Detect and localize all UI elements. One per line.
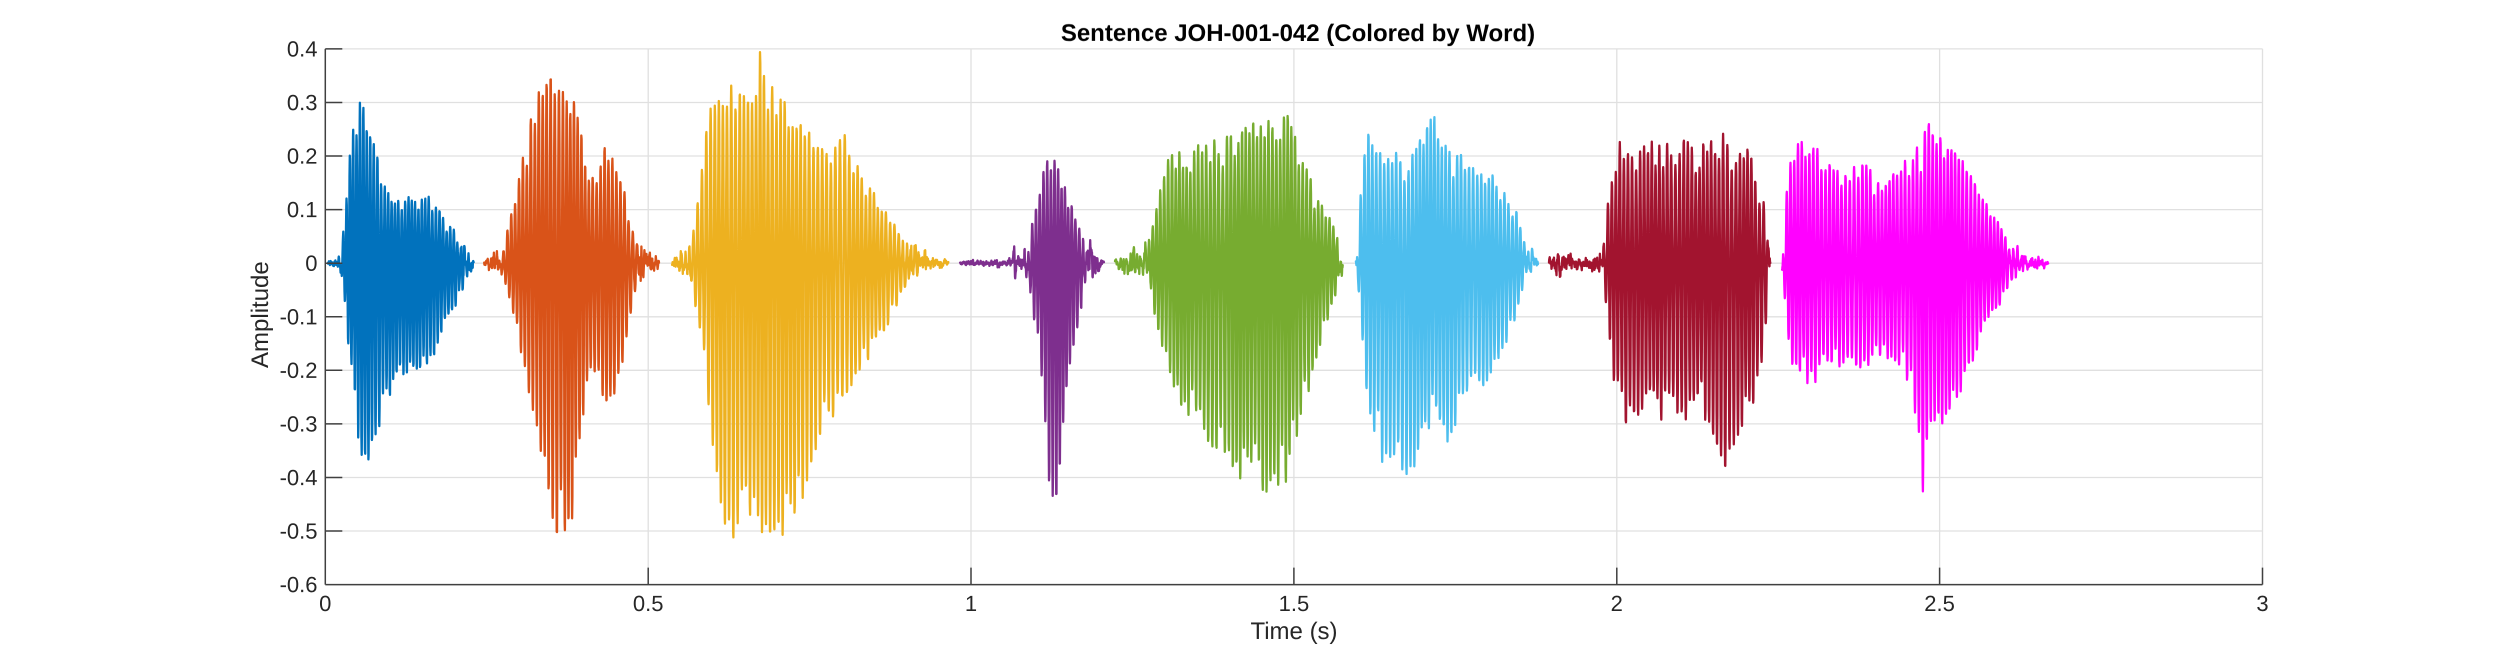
svg-text:Time (s): Time (s) (1250, 618, 1337, 645)
svg-text:0.1: 0.1 (287, 197, 318, 222)
svg-text:3: 3 (2256, 591, 2268, 616)
svg-text:-0.3: -0.3 (280, 411, 318, 436)
svg-text:0: 0 (319, 591, 331, 616)
svg-text:Amplitude: Amplitude (247, 261, 274, 368)
svg-text:-0.6: -0.6 (280, 572, 318, 597)
svg-text:0.2: 0.2 (287, 144, 318, 169)
svg-text:Sentence JOH-001-042 (Colored: Sentence JOH-001-042 (Colored by Word) (1061, 20, 1535, 47)
svg-text:-0.1: -0.1 (280, 304, 318, 329)
svg-text:1: 1 (965, 591, 977, 616)
svg-text:0.3: 0.3 (287, 90, 318, 115)
svg-text:0.5: 0.5 (633, 591, 664, 616)
svg-text:2: 2 (1611, 591, 1623, 616)
svg-text:1.5: 1.5 (1279, 591, 1310, 616)
svg-text:-0.2: -0.2 (280, 358, 318, 383)
svg-text:0: 0 (305, 251, 317, 276)
svg-text:-0.4: -0.4 (280, 465, 318, 490)
svg-text:0.4: 0.4 (287, 36, 318, 61)
svg-text:2.5: 2.5 (1924, 591, 1955, 616)
svg-text:-0.5: -0.5 (280, 519, 318, 544)
